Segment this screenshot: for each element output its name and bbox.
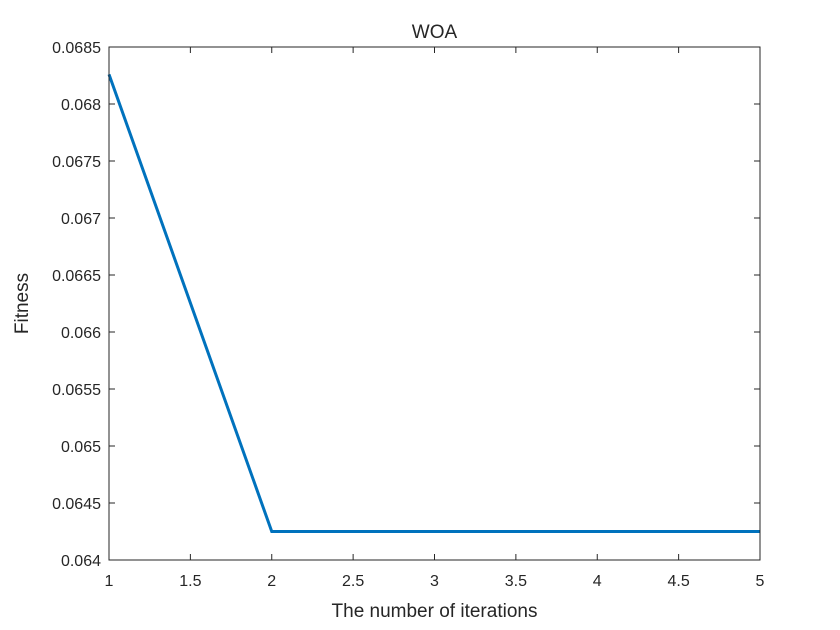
y-tick-label: 0.064 — [61, 553, 101, 570]
x-tick-label: 4.5 — [668, 573, 690, 590]
x-tick-label: 2 — [267, 573, 276, 590]
y-tick-label: 0.0675 — [52, 154, 101, 171]
x-tick-label: 2.5 — [342, 573, 364, 590]
y-tick-label: 0.0685 — [52, 40, 101, 57]
series-line — [107, 73, 760, 533]
plot-area — [109, 47, 760, 560]
y-tick-label: 0.0645 — [52, 496, 101, 513]
x-tick-label: 5 — [756, 573, 765, 590]
y-axis-label: Fitness — [12, 273, 33, 334]
y-tick-label: 0.0655 — [52, 382, 101, 399]
y-tick-label: 0.067 — [61, 211, 101, 228]
y-tick-label: 0.0665 — [52, 268, 101, 285]
y-tick-label: 0.066 — [61, 325, 101, 342]
x-tick-label: 3 — [430, 573, 439, 590]
chart-title: WOA — [412, 22, 458, 43]
x-axis-ticks: 1 1.5 2 2.5 3 3.5 4 4.5 5 — [105, 47, 765, 590]
x-tick-label: 3.5 — [505, 573, 527, 590]
y-axis-ticks: 0.064 0.0645 0.065 0.0655 0.066 0.0665 0.067 0.… — [52, 40, 760, 570]
x-tick-label: 4 — [593, 573, 602, 590]
x-axis-label: The number of iterations — [332, 601, 538, 622]
y-tick-label: 0.065 — [61, 439, 101, 456]
y-tick-label: 0.068 — [61, 97, 101, 114]
x-tick-label: 1 — [105, 573, 114, 590]
x-tick-label: 1.5 — [179, 573, 201, 590]
series-layer — [107, 73, 760, 533]
